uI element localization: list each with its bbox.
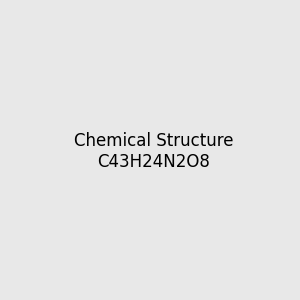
Text: Chemical Structure
C43H24N2O8: Chemical Structure C43H24N2O8 — [74, 132, 233, 171]
